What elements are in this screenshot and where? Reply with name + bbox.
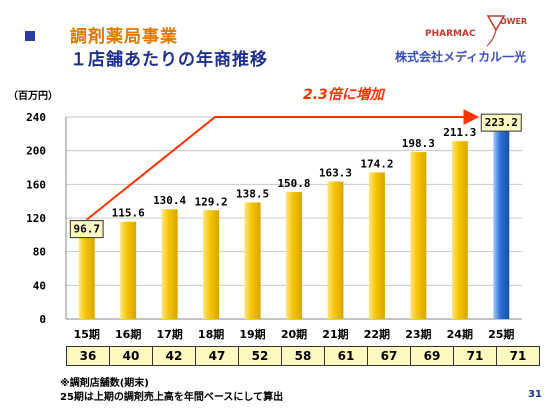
store-count-row: 36 40 42 47 52 58 61 67 69 71 71: [66, 346, 540, 366]
logo-flower-icon: [486, 15, 506, 32]
value-label: 174.2: [360, 157, 393, 170]
store-count-cell: 71: [496, 346, 540, 366]
x-tick-label: 17期: [156, 327, 182, 341]
value-label: 96.7: [73, 223, 100, 236]
store-count-cell: 36: [66, 346, 110, 366]
value-label: 115.6: [112, 207, 145, 220]
bar: [161, 209, 178, 319]
title-bullet: [25, 31, 35, 41]
y-tick-label: 240: [26, 111, 46, 124]
value-label-box: [480, 113, 522, 132]
bar: [368, 172, 385, 319]
footnote-line-1: ※調剤店舗数(期末): [60, 378, 149, 389]
store-count-cell: 58: [281, 346, 325, 366]
store-count-cell: 52: [238, 346, 282, 366]
logo-word: PHARMAC: [425, 29, 476, 39]
y-tick-label: 160: [26, 178, 46, 191]
y-tick-label: 80: [33, 246, 46, 259]
bar: [327, 181, 344, 319]
x-tick-label: 15期: [74, 327, 100, 341]
logo-stem-icon: [486, 29, 497, 47]
store-count-cell: 40: [109, 346, 153, 366]
value-label-box: [69, 220, 104, 239]
growth-arrow: [86, 109, 480, 221]
x-tick-label: 18期: [198, 327, 224, 341]
value-label: 211.3: [443, 126, 476, 139]
bar: [120, 221, 137, 319]
bar: [244, 202, 261, 319]
y-tick-label: 40: [33, 279, 46, 292]
x-tick-label: 24期: [447, 327, 473, 341]
value-label: 163.3: [319, 167, 352, 180]
x-tick-label: 23期: [405, 327, 431, 341]
x-tick-label: 19期: [239, 327, 265, 341]
value-label: 198.3: [402, 137, 435, 150]
store-count-cell: 47: [195, 346, 239, 366]
bar: [203, 210, 220, 319]
value-label: 223.2: [485, 116, 518, 129]
y-axis-unit: （百万円）: [8, 91, 58, 102]
logo-small: LOWER: [495, 17, 527, 26]
bar: [451, 141, 468, 319]
store-count-cell: 69: [410, 346, 454, 366]
company-logo: PHARMAC LOWER: [425, 15, 527, 47]
y-tick-label: 200: [26, 145, 46, 158]
x-tick-label: 21期: [322, 327, 348, 341]
revenue-bar-chart: 0 40 80 120 160 200 240 96.7 15期 115.6 16期 130.4 17期…: [26, 109, 522, 341]
growth-annotation: 2.3倍に増加: [303, 87, 384, 103]
x-tick-label: 16期: [115, 327, 141, 341]
company-name: 株式会社メディカル一光: [395, 50, 527, 64]
y-tick-label: 0: [39, 313, 46, 326]
store-count-cell: 42: [152, 346, 196, 366]
footnote-line-2: 25期は上期の調剤売上高を年間ベースにして算出: [60, 392, 284, 403]
x-tick-label: 20期: [281, 327, 307, 341]
footnotes: ※調剤店舗数(期末) 25期は上期の調剤売上高を年間ベースにして算出: [60, 377, 283, 405]
store-count-cell: 67: [367, 346, 411, 366]
page-title: 調剤薬局事業: [70, 27, 178, 47]
page-number: 31: [528, 389, 542, 400]
store-count-cell: 71: [453, 346, 497, 366]
page-subtitle: １店舗あたりの年商推移: [70, 50, 268, 70]
store-count-cell: 61: [324, 346, 368, 366]
value-label: 129.2: [195, 195, 228, 208]
bar: [410, 152, 427, 319]
bar-highlight: [493, 131, 510, 319]
bar: [286, 192, 302, 319]
value-label: 150.8: [277, 177, 310, 190]
bar: [78, 237, 95, 319]
x-tick-label: 22期: [364, 327, 390, 341]
value-label: 130.4: [153, 194, 186, 207]
x-tick-label: 25期: [488, 327, 514, 341]
y-tick-label: 120: [26, 212, 46, 225]
value-label: 138.5: [236, 187, 269, 200]
